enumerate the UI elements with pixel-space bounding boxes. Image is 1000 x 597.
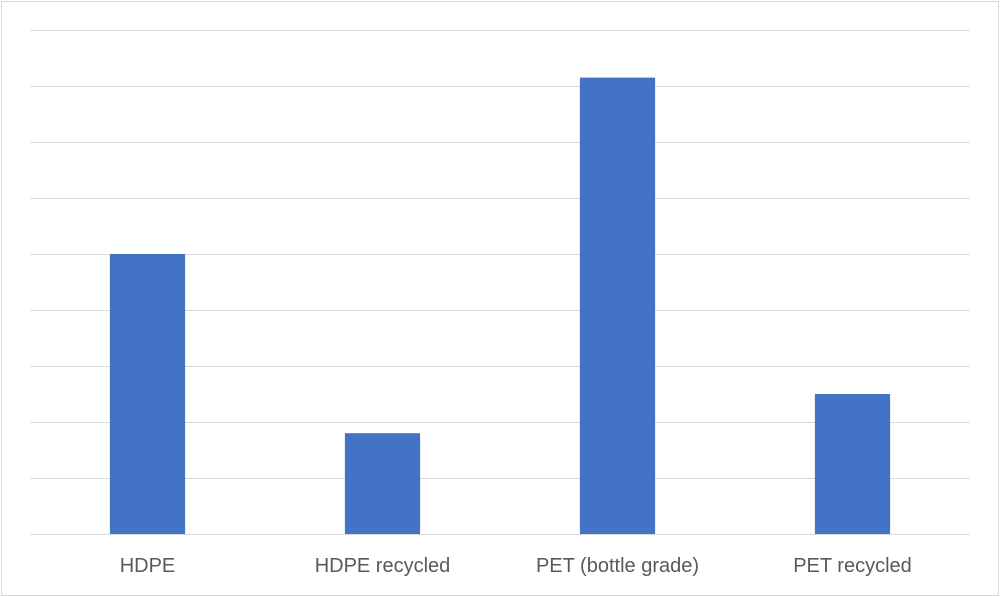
category-label: HDPE recycled	[315, 555, 451, 577]
bars	[109, 77, 891, 534]
bar-pet-recycled	[814, 394, 891, 534]
bar-hdpe	[109, 254, 186, 534]
category-label: PET (bottle grade)	[536, 555, 699, 577]
bar-hdpe-recycled	[344, 433, 421, 534]
bar-pet-bottle-grade	[579, 77, 656, 534]
category-labels: HDPE HDPE recycled PET (bottle grade) PET r…	[120, 555, 912, 577]
category-label: PET recycled	[793, 555, 912, 577]
gridlines	[30, 30, 970, 535]
category-label: HDPE	[120, 555, 176, 577]
